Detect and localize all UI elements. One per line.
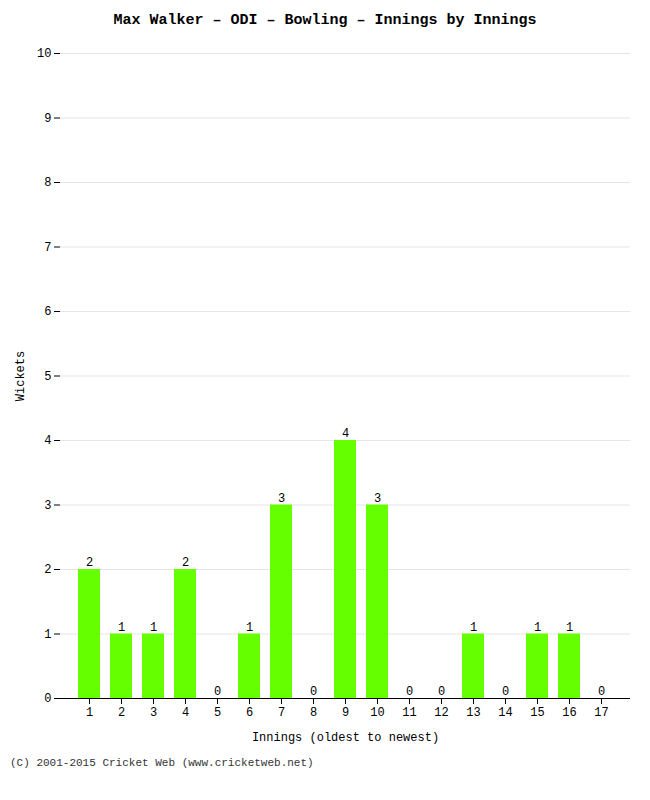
svg-text:7: 7 [44, 241, 51, 255]
svg-text:4: 4 [44, 434, 51, 448]
svg-text:0: 0 [438, 685, 445, 699]
svg-text:1: 1 [86, 706, 93, 720]
svg-text:17: 17 [594, 706, 608, 720]
svg-text:1: 1 [44, 628, 51, 642]
svg-text:4: 4 [182, 706, 189, 720]
svg-text:8: 8 [44, 176, 51, 190]
svg-text:2: 2 [182, 556, 189, 570]
svg-text:9: 9 [342, 706, 349, 720]
svg-text:10: 10 [37, 47, 51, 61]
svg-text:8: 8 [310, 706, 317, 720]
svg-text:4: 4 [342, 427, 349, 441]
svg-text:15: 15 [530, 706, 544, 720]
html-text:Max Walker – ODI – Bowling – I: Max Walker – ODI – Bowling – Innings by … [113, 12, 537, 29]
svg-text:3: 3 [150, 706, 157, 720]
svg-text:2: 2 [86, 556, 93, 570]
svg-text:1: 1 [470, 621, 477, 635]
svg-text:1: 1 [566, 621, 573, 635]
svg-text:6: 6 [246, 706, 253, 720]
svg-text:16: 16 [562, 706, 576, 720]
svg-text:10: 10 [370, 706, 384, 720]
svg-text:1: 1 [118, 621, 125, 635]
svg-text:6: 6 [44, 305, 51, 319]
svg-text:0: 0 [214, 685, 221, 699]
svg-text:12: 12 [434, 706, 448, 720]
svg-text:3: 3 [44, 499, 51, 513]
svg-text:2: 2 [44, 563, 51, 577]
svg-text:3: 3 [374, 492, 381, 506]
svg-text:7: 7 [278, 706, 285, 720]
svg-text:0: 0 [502, 685, 509, 699]
svg-text:0: 0 [310, 685, 317, 699]
svg-text:0: 0 [406, 685, 413, 699]
svg-text:13: 13 [466, 706, 480, 720]
svg-text:3: 3 [278, 492, 285, 506]
svg-text:5: 5 [44, 370, 51, 384]
svg-text:0: 0 [44, 692, 51, 706]
svg-text:11: 11 [402, 706, 416, 720]
svg-text:9: 9 [44, 112, 51, 126]
svg-text:Wickets: Wickets [14, 351, 28, 401]
svg-text:2: 2 [118, 706, 125, 720]
html-text:(C) 2001-2015 Cricket Web (www: (C) 2001-2015 Cricket Web (www.cricketwe… [10, 757, 314, 769]
svg-text:14: 14 [498, 706, 512, 720]
svg-text:5: 5 [214, 706, 221, 720]
svg-text:1: 1 [534, 621, 541, 635]
svg-text:Innings (oldest to newest): Innings (oldest to newest) [252, 731, 439, 745]
svg-text:1: 1 [150, 621, 157, 635]
svg-text:0: 0 [598, 685, 605, 699]
svg-text:1: 1 [246, 621, 253, 635]
